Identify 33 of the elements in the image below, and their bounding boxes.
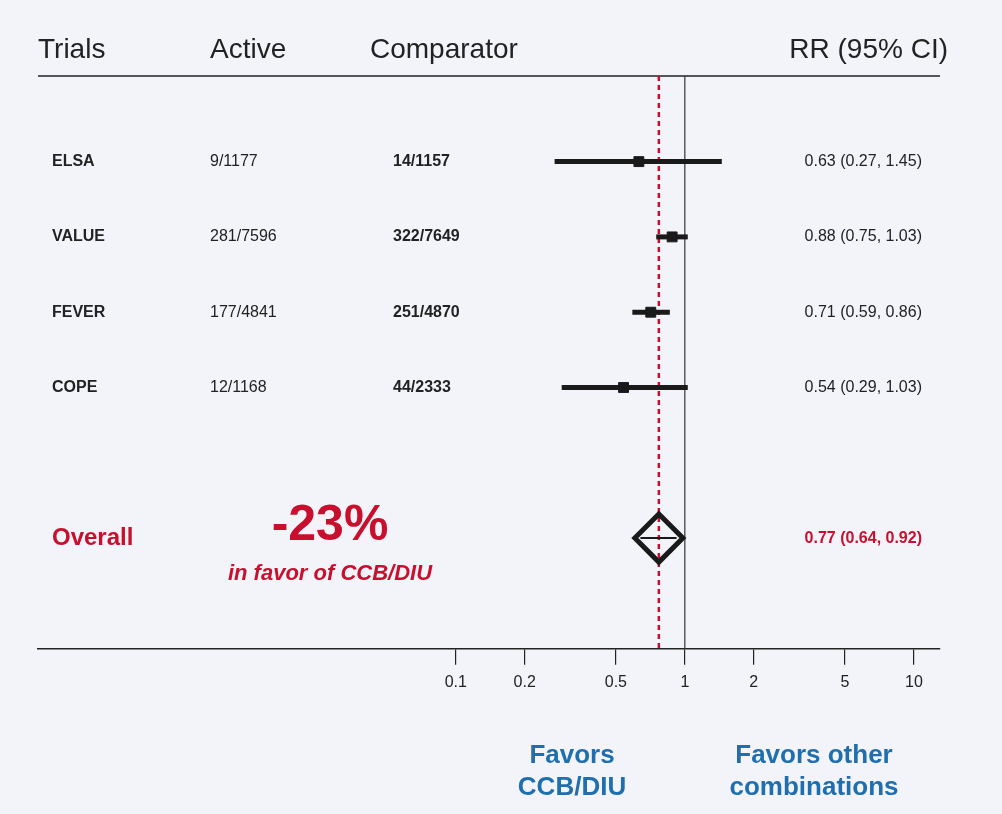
x-tick-label: 0.2: [513, 672, 536, 690]
annotation: 251/4870: [393, 302, 460, 320]
x-tick-label: 0.5: [604, 672, 628, 690]
y-tick-label: Overall: [52, 522, 134, 550]
annotation: 14/1157: [393, 152, 451, 169]
text: Active: [210, 33, 287, 64]
y-tick-label: VALUE: [52, 227, 106, 245]
y-tick-label: FEVER: [52, 302, 106, 320]
annotation: 0.88 (0.75, 1.03): [804, 227, 922, 245]
annotation: 44/2333: [393, 377, 451, 395]
x-tick-label: 2: [749, 672, 759, 690]
y-tick-label: ELSA: [52, 152, 96, 169]
annotation: 12/1168: [210, 377, 267, 395]
annotation: 281/7596: [210, 227, 277, 245]
x-tick-label: 10: [905, 672, 923, 690]
text: Favors other combinations: [729, 739, 899, 801]
x-tick-label: 1: [680, 672, 690, 690]
text: Trials: [38, 33, 106, 64]
x-tick-label: 0.1: [444, 672, 467, 690]
annotation: -23%: [271, 495, 389, 551]
y-tick-label: COPE: [52, 377, 98, 395]
x-tick-label: 5: [840, 672, 850, 690]
annotation: 177/4841: [210, 302, 277, 320]
text: Favors CCB/DIU: [517, 739, 627, 801]
annotation: 322/7649: [393, 227, 460, 245]
annotation: in favor of CCB/DIU: [227, 560, 434, 585]
text: RR (95% CI): [789, 33, 948, 64]
annotation: 0.77 (0.64, 0.92): [804, 528, 922, 546]
annotation: 0.71 (0.59, 0.86): [804, 302, 922, 320]
annotation: 0.54 (0.29, 1.03): [804, 377, 922, 395]
annotation: 0.63 (0.27, 1.45): [804, 152, 922, 169]
text: Comparator: [370, 33, 518, 64]
annotation: 9/1177: [210, 152, 258, 169]
